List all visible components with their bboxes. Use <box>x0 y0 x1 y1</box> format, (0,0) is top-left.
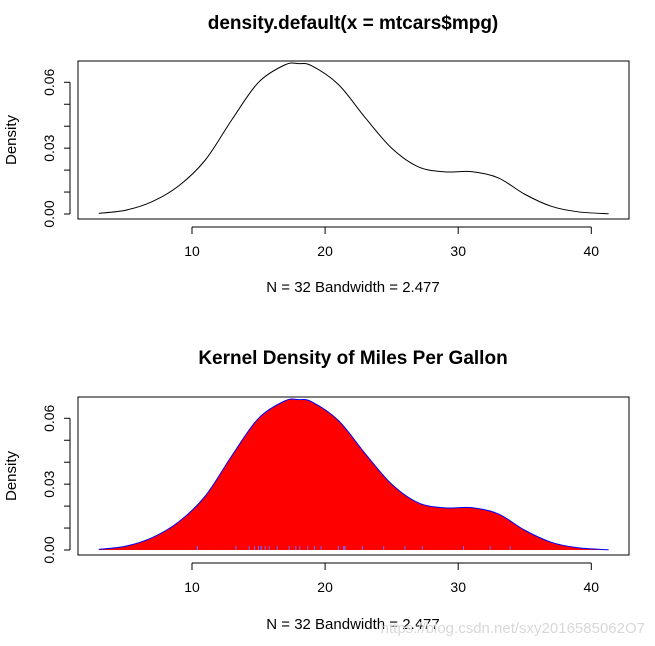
y-tick-label: 0.00 <box>41 200 57 227</box>
x-tick-label: 30 <box>450 243 466 259</box>
y-tick-label: 0.00 <box>41 536 57 563</box>
x-tick-label: 10 <box>184 579 200 595</box>
density-area-fill <box>98 398 609 550</box>
watermark-text: https://blog.csdn.net/sxy2016585062O7 <box>381 620 645 637</box>
y-tick-label: 0.06 <box>41 68 57 95</box>
chart-title: Kernel Density of Miles Per Gallon <box>198 348 507 369</box>
density-plot-filled: Kernel Density of Miles Per Gallon N = 3… <box>3 348 630 633</box>
x-axis-label: N = 32 Bandwidth = 2.477 <box>266 616 439 633</box>
density-curve <box>98 398 609 551</box>
plot-frame <box>77 60 630 220</box>
x-axis-label: N = 32 Bandwidth = 2.477 <box>266 279 439 296</box>
rug-marks <box>196 546 511 550</box>
x-tick-label: 20 <box>317 579 333 595</box>
x-tick-label: 10 <box>184 243 200 259</box>
plot-frame <box>77 396 630 556</box>
y-axis: 0.00 0.03 0.06 <box>41 404 71 564</box>
x-axis: 10 20 30 40 <box>184 226 600 259</box>
x-tick-label: 30 <box>450 579 466 595</box>
y-axis-label: Density <box>3 450 20 501</box>
y-tick-label: 0.03 <box>41 134 57 161</box>
x-tick-label: 20 <box>317 243 333 259</box>
y-tick-label: 0.06 <box>41 404 57 431</box>
chart-title: density.default(x = mtcars$mpg) <box>208 13 499 34</box>
density-plot-default: density.default(x = mtcars$mpg) N = 32 B… <box>3 13 630 296</box>
y-axis-label: Density <box>3 114 20 165</box>
y-tick-label: 0.03 <box>41 470 57 497</box>
x-axis: 10 20 30 40 <box>184 562 600 595</box>
x-tick-label: 40 <box>584 243 600 259</box>
x-tick-label: 40 <box>584 579 600 595</box>
y-axis: 0.00 0.03 0.06 <box>41 68 71 228</box>
density-curve <box>98 62 609 215</box>
